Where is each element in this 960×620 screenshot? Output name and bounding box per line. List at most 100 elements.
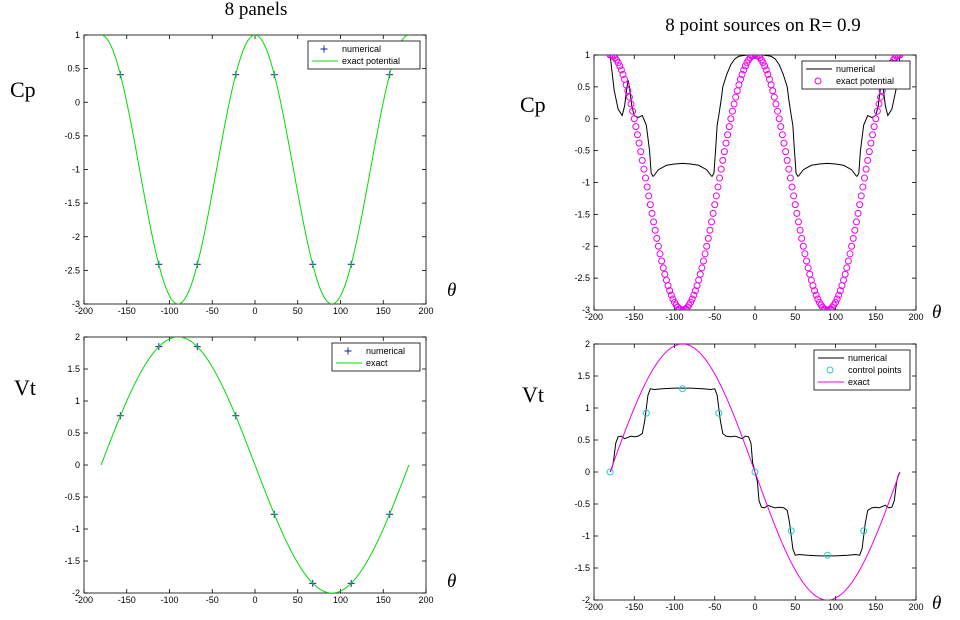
point-exact-potential [860,174,868,182]
x-tick-label: -100 [160,306,178,316]
point-control-points [642,409,650,417]
point-exact-potential [659,264,667,272]
legend-label: numerical [366,346,405,356]
y-tick-label: 0.5 [577,82,590,92]
point-exact-potential [843,264,851,272]
legend-circle-swatch [814,77,822,85]
point-exact-potential [637,148,645,156]
plot-area [606,344,901,600]
point-control-points [606,468,614,476]
y-tick-label: 0 [585,114,590,124]
point-exact-potential [720,148,728,156]
y-tick-label: -0.5 [574,499,590,509]
y-tick-label: -3 [582,305,590,315]
point-exact-potential [764,70,772,78]
point-exact-potential [701,250,709,258]
point-exact-potential [677,306,685,310]
point-exact-potential [699,257,707,265]
y-tick-label: -2.5 [574,273,590,283]
y-tick-label: -1.5 [64,198,80,208]
point-exact-potential [864,156,872,164]
x-tick-label: -150 [118,306,136,316]
point-exact-potential [738,70,746,78]
point-exact-potential [793,209,801,217]
point-control-points [751,468,759,476]
point-exact-potential [725,123,733,131]
point-control-points [860,527,868,535]
y-tick-label: 1.5 [577,371,590,381]
y-tick-label: -1 [582,531,590,541]
y-tick-label: -1 [72,524,80,534]
point-exact-potential [728,107,736,115]
point-exact-potential [645,192,653,200]
x-tick-label: 100 [828,312,843,322]
y-axis-label: Vt [14,375,36,400]
point-exact-potential [841,270,849,278]
legend-label: numerical [342,44,381,54]
cp-left-plot: -200 -150 -100 -50 0 50 100 150 200 -3 -2.5 -2 -1.5 -… [10,30,456,316]
legend-circle-swatch [826,366,834,374]
x-tick-label: -150 [625,312,643,322]
point-exact-potential [653,234,661,242]
point-exact-potential [638,156,646,164]
point-exact-potential [650,218,658,226]
x-tick-label: -150 [118,595,136,605]
point-exact-potential [761,62,769,70]
point-exact-potential [852,218,860,226]
x-tick-label: 0 [252,595,257,605]
point-exact-potential [777,123,785,131]
x-tick-label: 150 [868,312,883,322]
point-exact-potential [848,242,856,250]
point-exact-potential [867,139,875,147]
point-exact-potential [740,66,748,74]
x-tick-label: 100 [333,595,348,605]
vt-right-plot: -200 -150 -100 -50 0 50 100 150 200 -2 -1.5 -1 -0.5 0… [522,339,941,614]
point-exact-potential [870,123,878,131]
point-exact-potential [862,165,870,173]
x-tick-label: -150 [625,602,643,612]
point-exact-potential [796,226,804,234]
point-exact-potential [732,93,740,101]
legend-box [307,40,421,70]
point-exact-potential [875,100,883,108]
point-exact-potential [803,257,811,265]
y-tick-label: 0 [75,460,80,470]
y-tick-label: -0.5 [64,492,80,502]
point-exact-potential [614,59,622,67]
legend-box [801,60,911,90]
y-tick-label: -0.5 [64,131,80,141]
x-tick-label: -50 [206,306,219,316]
point-exact-potential [846,250,854,258]
point-exact-potential [778,131,786,139]
point-exact-potential [759,59,767,67]
y-tick-label: -1.5 [574,563,590,573]
y-tick-label: 0.5 [577,435,590,445]
x-tick-label: 200 [418,595,433,605]
point-exact-potential [669,295,677,303]
point-exact-potential [709,209,717,217]
point-exact-potential [727,115,735,123]
point-exact-potential [714,183,722,191]
plot-area [101,35,409,304]
point-exact-potential [741,62,749,70]
point-exact-potential [667,291,675,299]
y-axis-label: Cp [10,77,36,102]
point-exact-potential [854,209,862,217]
point-exact-potential [859,183,867,191]
point-exact-potential [629,107,637,115]
y-tick-label: -1 [72,165,80,175]
point-exact-potential [775,115,783,123]
point-exact-potential [749,55,757,59]
point-exact-potential [762,66,770,74]
legend: numerical exact potential [307,40,421,70]
point-exact-potential [756,55,764,62]
point-exact-potential [770,93,778,101]
point-exact-potential [696,270,704,278]
point-exact-potential [814,295,822,303]
point-exact-potential [804,264,812,272]
point-exact-potential [643,183,651,191]
point-exact-potential [611,55,619,62]
point-exact-potential [812,291,820,299]
y-tick-label: -2.5 [64,265,80,275]
legend-label: control points [848,365,902,375]
